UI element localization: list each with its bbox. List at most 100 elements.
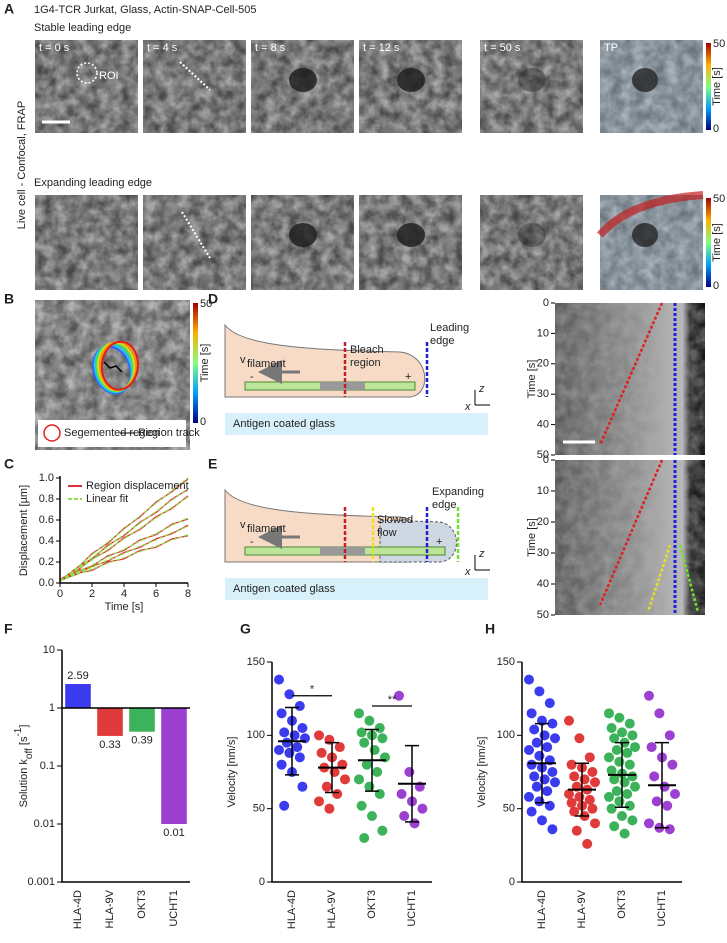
region-track (103, 361, 123, 373)
y-tick-label: 100 (497, 729, 515, 741)
data-label: 0.33 (99, 739, 120, 751)
data-point (550, 777, 560, 788)
colorbar (193, 303, 198, 423)
data-point (609, 733, 620, 744)
data-point (542, 742, 553, 753)
y-tick-label: 50 (537, 449, 549, 461)
frame-label: t = 8 s (255, 42, 286, 54)
data-point (294, 701, 305, 711)
y-tick-label: 10 (537, 485, 549, 497)
data-point (590, 777, 600, 788)
x-axis-label: Time [s] (105, 601, 144, 613)
glass-label: Antigen coated glass (233, 583, 336, 595)
x-tick-label: 0 (57, 588, 63, 600)
x-tick-label: HLA-4D (286, 890, 298, 929)
data-point (354, 708, 364, 719)
bleach-spot (518, 223, 546, 247)
data-point (544, 698, 555, 709)
data-point (614, 796, 625, 807)
data-point (566, 759, 577, 770)
data-point (606, 723, 617, 733)
frame-label: t = 50 s (484, 42, 521, 54)
legend-text: Segemented region (64, 427, 160, 439)
data-point (646, 742, 657, 753)
colorbar-label: 50 (200, 298, 212, 310)
data-point (281, 737, 292, 748)
y-axis-label: Time [s] (526, 518, 538, 557)
diagram-label: Expanding (432, 486, 484, 498)
colorbar-label: 50 (713, 38, 725, 50)
data-point (534, 796, 545, 807)
data-point (644, 818, 654, 829)
data-point (534, 750, 545, 761)
y-tick-label: 1.0 (39, 472, 54, 484)
colorbar-title: Time [s] (711, 67, 723, 106)
data-line (59, 495, 189, 581)
x-tick-label: 4 (121, 588, 127, 600)
y-tick-label: 0.8 (39, 493, 54, 505)
data-point (276, 759, 287, 770)
data-point (624, 759, 635, 770)
y-tick-label: 50 (253, 803, 265, 815)
data-point (526, 806, 537, 817)
y-axis-label-part: Solution k (18, 759, 30, 808)
data-point (604, 708, 614, 719)
panel-label: E (208, 456, 217, 472)
y-tick-label: 0.001 (27, 876, 55, 888)
bleach-track (598, 302, 664, 446)
frame-label: t = 0 s (39, 42, 70, 54)
data-point (630, 742, 640, 753)
data-label: 2.59 (67, 670, 88, 682)
data-point (531, 781, 542, 792)
data-point (604, 752, 614, 763)
data-point (569, 771, 580, 782)
y-tick-label: 0 (543, 454, 549, 466)
data-point (334, 742, 345, 753)
data-point (531, 737, 542, 748)
panel-title: 1G4-TCR Jurkat, Glass, Actin-SNAP-Cell-5… (34, 4, 257, 16)
data-point (614, 712, 625, 723)
panel-label: G (240, 621, 251, 637)
legend-text: Region track (138, 427, 200, 439)
bar (129, 708, 155, 732)
data-point (354, 774, 364, 785)
data-point (359, 833, 370, 843)
data-point (314, 730, 324, 741)
frame-label: t = 12 s (363, 42, 400, 54)
y-tick-label: 150 (497, 656, 515, 668)
data-point (664, 824, 675, 835)
y-tick-label: 0 (259, 876, 265, 888)
y-axis-label: Solution koff [s-1] (13, 725, 35, 808)
micrograph-texture (35, 40, 138, 133)
data-point (627, 771, 638, 782)
diagram-label: edge (432, 499, 456, 511)
data-point (564, 715, 574, 726)
significance-label: ** (388, 694, 397, 706)
data-label: 0.01 (163, 827, 184, 839)
colorbar (706, 198, 711, 287)
glass (225, 413, 488, 435)
data-point (611, 786, 622, 797)
y-tick-label: 150 (247, 656, 265, 668)
expand-track (678, 544, 700, 613)
data-point (579, 774, 590, 785)
velocity-sub: filament (247, 523, 286, 535)
data-point (526, 759, 537, 770)
micrograph-texture (480, 195, 583, 290)
y-axis-label-part: -1 (13, 727, 24, 736)
data-point (274, 745, 284, 755)
y-tick-label: 30 (537, 388, 549, 400)
significance-label: * (310, 684, 315, 696)
x-tick-label: UCHT1 (656, 890, 668, 927)
data-point (364, 781, 375, 792)
kymograph-texture (555, 460, 705, 615)
data-point (372, 767, 383, 777)
y-tick-label: 100 (247, 729, 265, 741)
velocity-label: v (240, 354, 246, 366)
data-point (569, 806, 580, 817)
data-point (624, 718, 635, 729)
panel-label: D (208, 291, 218, 307)
y-axis-label-part: off (24, 748, 35, 759)
data-point (356, 800, 367, 811)
data-line (59, 525, 189, 582)
